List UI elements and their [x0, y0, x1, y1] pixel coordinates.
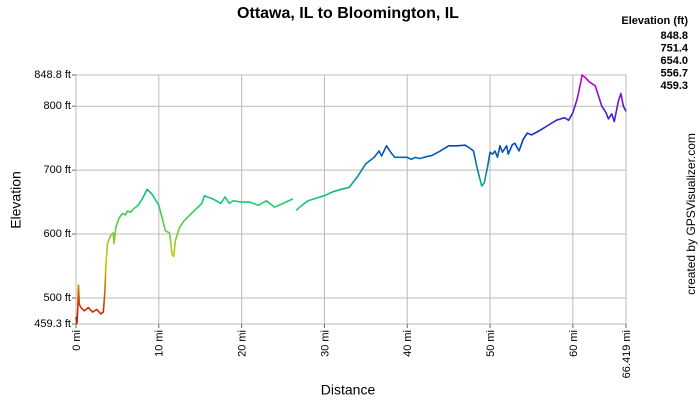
y-tick-label: 848.8 ft	[34, 69, 71, 81]
plot-area	[75, 74, 627, 325]
x-tick-label: 20 mi	[237, 330, 249, 357]
y-tick-label: 459.3 ft	[34, 318, 71, 330]
x-tick-label: 30 mi	[319, 330, 331, 357]
credit: created by GPSVisualizer.com	[684, 133, 698, 295]
x-tick-label: 10 mi	[154, 330, 166, 357]
y-tick-label: 800 ft	[43, 100, 71, 112]
chart-title: Ottawa, IL to Bloomington, IL	[237, 5, 459, 22]
legend-entry: 556.7	[660, 67, 688, 79]
legend-title: Elevation (ft)	[621, 15, 688, 27]
legend-entry: 751.4	[660, 42, 688, 54]
legend-entry: 654.0	[660, 55, 688, 67]
y-axis-label: Elevation	[8, 171, 24, 229]
legend-entry: 459.3	[660, 80, 688, 92]
y-tick-label: 700 ft	[43, 164, 71, 176]
x-tick-label: 66.419 mi	[621, 330, 633, 378]
y-tick-label: 500 ft	[43, 292, 71, 304]
y-tick-label: 600 ft	[43, 228, 71, 240]
x-tick-label: 50 mi	[485, 330, 497, 357]
x-tick-label: 0 mi	[71, 330, 83, 351]
elevation-line	[75, 74, 627, 325]
x-axis-label: Distance	[321, 382, 376, 398]
x-tick-label: 40 mi	[402, 330, 414, 357]
x-tick-label: 60 mi	[568, 330, 580, 357]
legend-entry: 848.8	[660, 30, 688, 42]
